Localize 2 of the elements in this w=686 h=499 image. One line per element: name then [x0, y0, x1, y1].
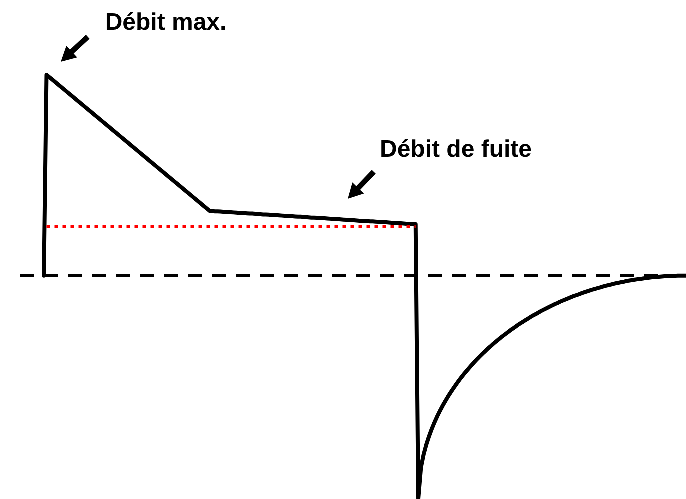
annotation: Débit de fuite: [380, 136, 532, 163]
text: Débit max.: [105, 9, 227, 36]
